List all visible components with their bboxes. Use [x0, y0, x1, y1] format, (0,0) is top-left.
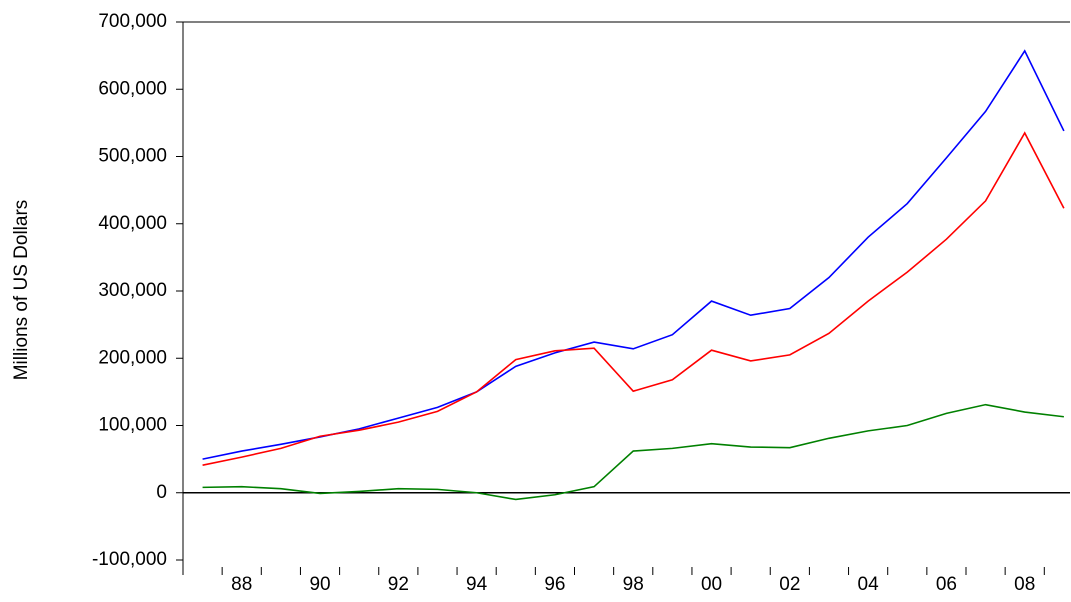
x-tick-label: 96 [544, 574, 565, 595]
y-tick-label: 200,000 [98, 347, 167, 368]
x-tick-label: 90 [309, 574, 330, 595]
y-tick-label: 0 [156, 482, 167, 503]
x-tick-label: 08 [1014, 574, 1035, 595]
y-tick-label: 300,000 [98, 280, 167, 301]
x-tick-label: 00 [701, 574, 722, 595]
series-line [202, 403, 1064, 501]
y-tick-label: 400,000 [98, 213, 167, 234]
series-line [202, 131, 1065, 466]
x-tick-label: 88 [231, 574, 252, 595]
y-tick-label: 500,000 [98, 146, 167, 167]
y-tick-label: 600,000 [98, 78, 167, 99]
x-tick-label: 02 [779, 574, 800, 595]
x-tick-label: 98 [623, 574, 644, 595]
x-tick-label: 04 [858, 574, 880, 595]
x-tick-label: 06 [936, 574, 957, 595]
y-axis-label: Millions of US Dollars [11, 200, 32, 381]
x-tick-label: 94 [466, 574, 488, 595]
y-tick-label: 100,000 [98, 415, 167, 436]
series-line [202, 49, 1065, 460]
x-tick-label: 92 [388, 574, 409, 595]
y-tick-label: -100,000 [92, 549, 167, 570]
y-tick-label: 700,000 [98, 11, 167, 32]
